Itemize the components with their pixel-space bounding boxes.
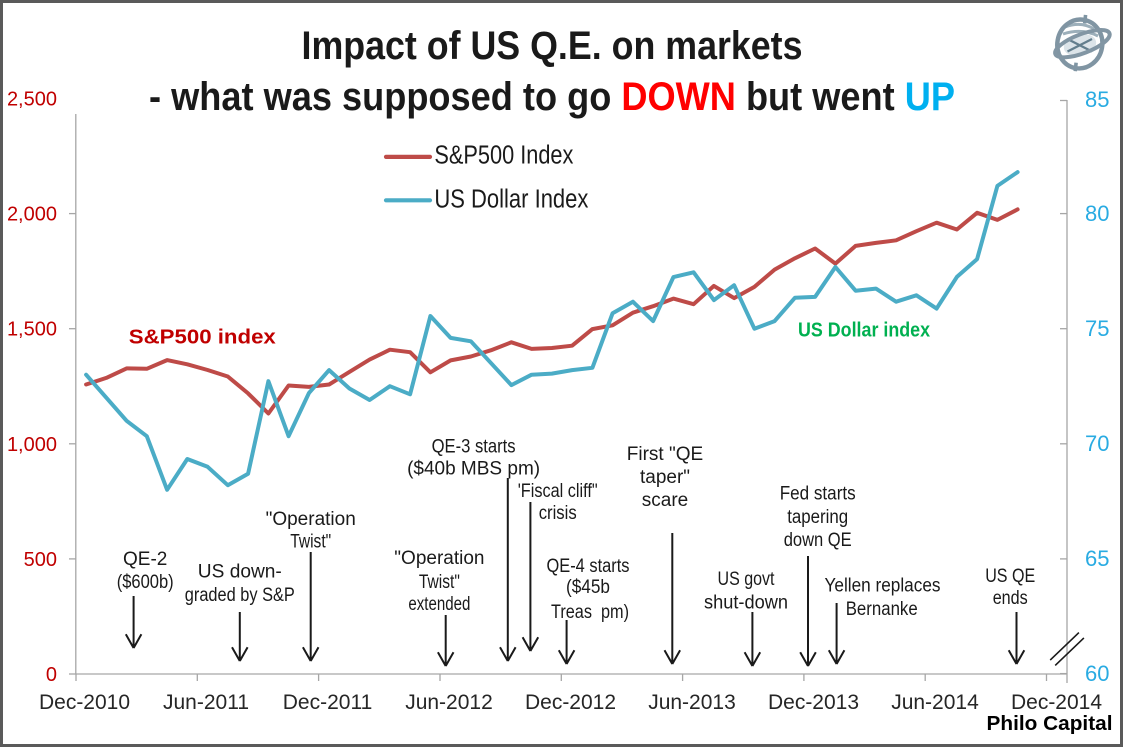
svg-text:($600b): ($600b): [117, 572, 174, 593]
svg-text:65: 65: [1085, 546, 1109, 571]
svg-text:Dec-2013: Dec-2013: [768, 691, 859, 714]
svg-text:US Dollar index: US Dollar index: [798, 320, 930, 342]
svg-text:- what was supposed to go DOWN: - what was supposed to go DOWN but went …: [149, 75, 955, 119]
svg-text:Dec-2014: Dec-2014: [1011, 691, 1102, 714]
svg-text:US down-: US down-: [198, 561, 282, 582]
svg-text:QE-2: QE-2: [123, 549, 167, 570]
svg-text:US govt: US govt: [718, 569, 776, 590]
svg-text:extended: extended: [408, 594, 470, 615]
svg-text:tapering: tapering: [787, 507, 848, 528]
svg-text:70: 70: [1085, 431, 1109, 456]
svg-text:Yellen replaces: Yellen replaces: [825, 576, 941, 597]
svg-text:ends: ends: [993, 588, 1028, 609]
svg-text:Dec-2011: Dec-2011: [283, 691, 373, 714]
svg-text:down QE: down QE: [784, 530, 852, 551]
svg-text:500: 500: [24, 549, 57, 571]
svg-text:Jun-2012: Jun-2012: [405, 691, 493, 714]
svg-text:'Fiscal cliff": 'Fiscal cliff": [518, 481, 598, 502]
svg-text:1,000: 1,000: [7, 434, 57, 456]
svg-text:2,000: 2,000: [7, 204, 57, 226]
svg-text:Dec-2012: Dec-2012: [525, 691, 616, 714]
svg-text:Jun-2011: Jun-2011: [163, 691, 249, 714]
svg-text:"Operation: "Operation: [266, 509, 356, 530]
svg-text:Jun-2014: Jun-2014: [891, 691, 979, 714]
svg-text:Bernanke: Bernanke: [846, 599, 918, 620]
svg-text:75: 75: [1085, 316, 1109, 341]
svg-text:Twist": Twist": [290, 531, 331, 552]
svg-text:Fed starts: Fed starts: [780, 484, 856, 505]
svg-text:($40b MBS pm): ($40b MBS pm): [407, 458, 540, 479]
svg-text:60: 60: [1085, 661, 1109, 686]
svg-text:Philo Capital: Philo Capital: [987, 712, 1113, 735]
svg-text:QE-3 starts: QE-3 starts: [432, 436, 516, 457]
svg-text:"Operation: "Operation: [394, 548, 484, 569]
svg-text:First "QE: First "QE: [627, 444, 703, 465]
svg-text:crisis: crisis: [539, 503, 577, 524]
svg-text:Jun-2013: Jun-2013: [648, 691, 736, 714]
svg-text:Twist": Twist": [419, 572, 460, 593]
svg-text:QE-4 starts: QE-4 starts: [547, 556, 630, 577]
svg-text:US Dollar Index: US Dollar Index: [434, 185, 588, 213]
svg-text:($45b: ($45b: [566, 577, 610, 598]
svg-text:scare: scare: [642, 490, 688, 511]
svg-text:2,500: 2,500: [7, 89, 57, 111]
svg-text:80: 80: [1085, 201, 1109, 226]
svg-text:US QE: US QE: [985, 566, 1035, 587]
svg-text:Treas pm): Treas pm): [551, 602, 629, 623]
svg-text:85: 85: [1085, 87, 1109, 112]
svg-text:graded by S&P: graded by S&P: [185, 585, 295, 606]
svg-text:shut-down: shut-down: [704, 592, 788, 613]
svg-text:S&P500 Index: S&P500 Index: [434, 142, 573, 170]
svg-text:taper": taper": [640, 467, 690, 488]
svg-text:0: 0: [46, 664, 57, 686]
svg-text:1,500: 1,500: [7, 319, 57, 341]
svg-text:S&P500 index: S&P500 index: [129, 327, 276, 349]
svg-text:Impact of US Q.E. on markets: Impact of US Q.E. on markets: [302, 24, 803, 68]
svg-text:Dec-2010: Dec-2010: [39, 691, 130, 714]
